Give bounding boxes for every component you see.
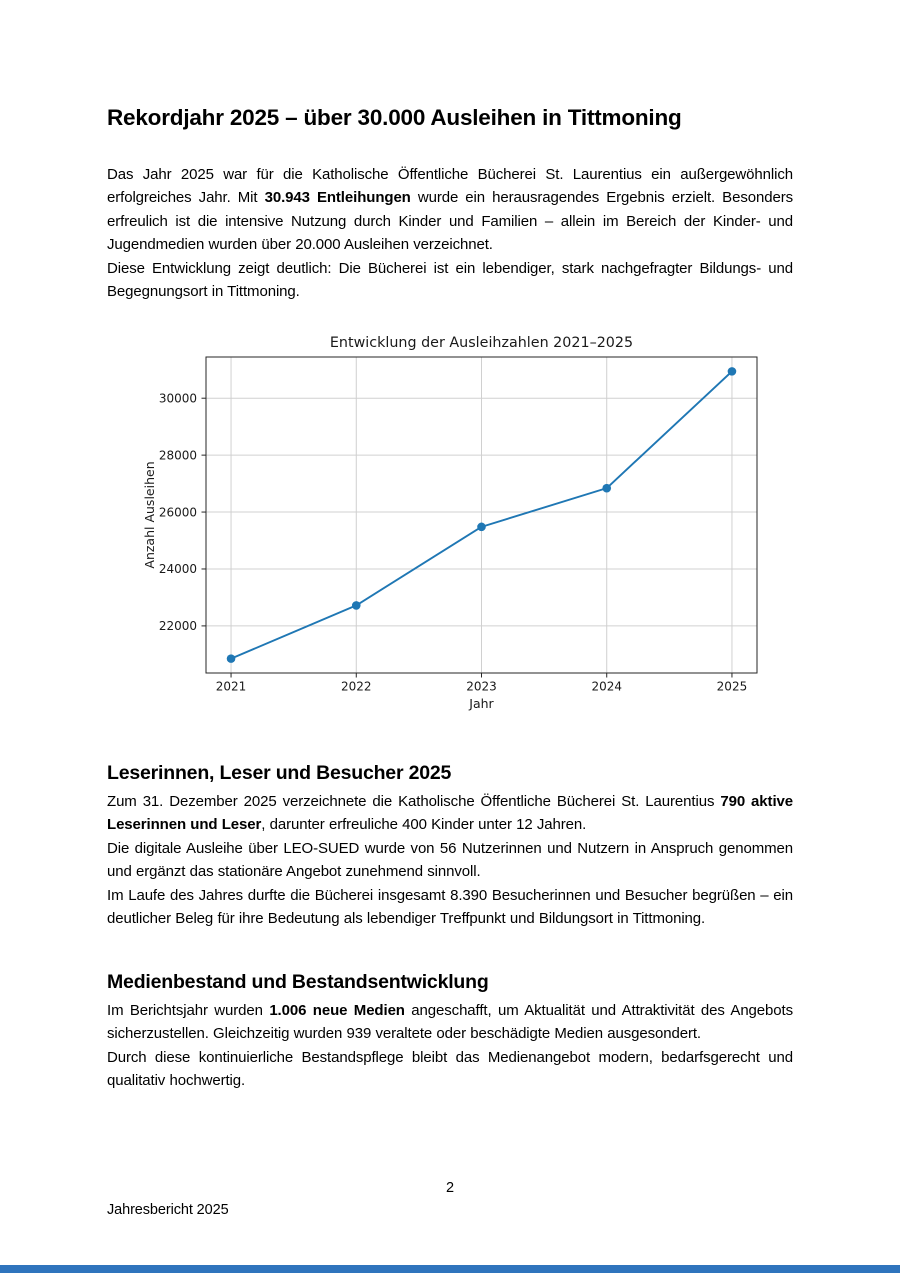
page-title: Rekordjahr 2025 – über 30.000 Ausleihen …	[107, 105, 682, 130]
intro-text: Das Jahr 2025 war für die Katholische Öf…	[107, 163, 793, 303]
chart-ylabel: Anzahl Ausleihen	[142, 461, 157, 568]
footer-report-label: Jahresbericht 2025	[107, 1202, 229, 1218]
intro-paragraph: Das Jahr 2025 war für die Katholische Öf…	[107, 166, 793, 254]
section-heading-medienbestand: Medienbestand und Bestandsentwicklung	[107, 971, 489, 993]
line-chart-svg: 22000 24000 26000 28000 30000 2021 2022 2023 202…	[142, 335, 758, 711]
svg-text:2021: 2021	[216, 680, 247, 694]
chart-ticks	[201, 397, 733, 678]
svg-text:26000: 26000	[159, 505, 197, 519]
page-number: 2	[446, 1180, 454, 1196]
intro-paragraph: Diese Entwicklung zeigt deutlich: Die Bü…	[107, 259, 793, 301]
chart-xlabel: Jahr	[468, 696, 494, 711]
section-paragraph: Im Berichtsjahr wurden 1.006 neue Medien…	[107, 1002, 793, 1043]
section-paragraph: Zum 31. Dezember 2025 verzeichnete die K…	[107, 793, 793, 834]
svg-text:2025: 2025	[717, 680, 748, 694]
footer-accent-bar	[0, 1265, 900, 1273]
section-paragraph: Durch diese kontinuierliche Bestandspfle…	[107, 1048, 793, 1090]
svg-text:2024: 2024	[591, 680, 622, 694]
svg-text:2022: 2022	[341, 680, 372, 694]
section-text-medienbestand: Im Berichtsjahr wurden 1.006 neue Medien…	[107, 999, 793, 1093]
chart-grid	[206, 357, 757, 673]
ausleihen-line-chart: 22000 24000 26000 28000 30000 2021 2022 2023 202…	[135, 326, 795, 718]
section-paragraph: Im Laufe des Jahres durfte die Bücherei …	[107, 886, 793, 928]
section-heading-leser: Leserinnen, Leser und Besucher 2025	[107, 762, 452, 784]
chart-data-points	[226, 367, 737, 663]
svg-text:22000: 22000	[159, 619, 197, 633]
chart-tick-labels: 22000 24000 26000 28000 30000 2021 2022 2023 202…	[159, 391, 747, 693]
chart-title: Entwicklung der Ausleihzahlen 2021–2025	[330, 335, 633, 351]
section-text-leser: Zum 31. Dezember 2025 verzeichnete die K…	[107, 790, 793, 930]
svg-text:30000: 30000	[159, 391, 197, 405]
svg-text:28000: 28000	[159, 448, 197, 462]
svg-text:2023: 2023	[466, 680, 497, 694]
section-paragraph: Die digitale Ausleihe über LEO-SUED wurd…	[107, 839, 793, 881]
svg-text:24000: 24000	[159, 562, 197, 576]
